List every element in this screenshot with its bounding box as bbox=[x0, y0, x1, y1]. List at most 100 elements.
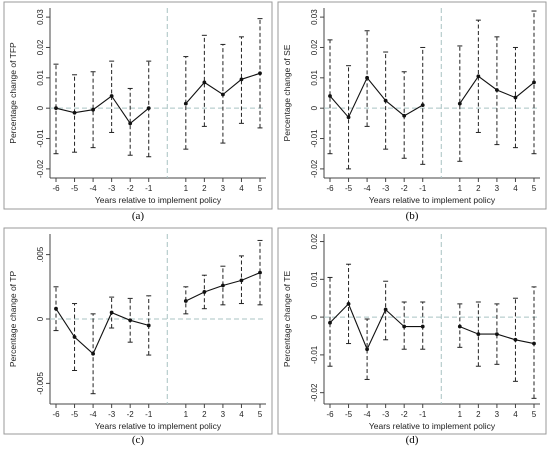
y-tick-label: 0.03 bbox=[36, 9, 45, 25]
x-tick-label: -6 bbox=[326, 184, 334, 193]
panel-frame bbox=[277, 227, 547, 435]
x-tick-label: -1 bbox=[145, 184, 153, 193]
estimate-point bbox=[383, 307, 388, 312]
x-tick-label: -5 bbox=[71, 410, 79, 419]
x-tick-label: 4 bbox=[513, 410, 518, 419]
estimate-point bbox=[72, 335, 77, 339]
estimate-point bbox=[513, 337, 518, 342]
x-tick-label: -1 bbox=[419, 410, 427, 419]
estimate-point bbox=[365, 75, 369, 80]
x-tick-label: -3 bbox=[108, 184, 116, 193]
x-tick-label: 3 bbox=[221, 184, 226, 193]
y-tick-label: 0.01 bbox=[310, 271, 319, 287]
x-tick-label: 1 bbox=[184, 410, 189, 419]
estimate-point bbox=[420, 103, 425, 108]
estimate-point bbox=[495, 332, 499, 337]
y-tick-label: 0.02 bbox=[310, 233, 319, 249]
estimate-point bbox=[513, 95, 518, 100]
chart-panel: -0.02 -0.01 0 0.01 0.02 0.03 Percentage change… bbox=[3, 1, 273, 210]
estimate-point bbox=[54, 306, 58, 311]
chart-panel: -0.005 0 .005 Percentage change of TP -6 -5 -4… bbox=[3, 227, 273, 435]
x-tick-label: -2 bbox=[401, 410, 409, 419]
y-axis-label: Percentage change of SE bbox=[282, 44, 292, 141]
x-tick-label: -4 bbox=[90, 410, 98, 419]
x-tick-label: -6 bbox=[52, 410, 60, 419]
panel-label: (b) bbox=[406, 210, 419, 222]
estimate-point bbox=[91, 351, 95, 356]
estimate-point bbox=[183, 101, 188, 106]
panel-label: (c) bbox=[132, 434, 145, 446]
x-tick-label: -4 bbox=[90, 184, 98, 193]
y-axis-label: Percentage change of TE bbox=[282, 271, 292, 368]
y-tick-label: -0.02 bbox=[36, 159, 45, 178]
x-axis-label: Years relative to implement policy bbox=[369, 421, 496, 431]
x-tick-label: -3 bbox=[382, 184, 390, 193]
estimate-point bbox=[146, 323, 151, 328]
y-tick-label: 0 bbox=[36, 316, 45, 321]
estimate-point bbox=[221, 283, 225, 288]
x-tick-label: -4 bbox=[364, 184, 372, 193]
estimate-point bbox=[365, 347, 369, 352]
panel-frame bbox=[3, 227, 273, 435]
y-tick-label: -0.01 bbox=[310, 129, 319, 148]
y-tick-label: -0.02 bbox=[310, 159, 319, 178]
y-tick-label: -0.02 bbox=[310, 383, 319, 402]
estimate-point bbox=[476, 332, 481, 337]
x-axis-label: Years relative to implement policy bbox=[369, 195, 496, 205]
x-tick-label: -6 bbox=[52, 184, 60, 193]
estimate-point bbox=[202, 80, 207, 85]
chart-panel: -0.02 -0.01 0 0.01 0.02 Percentage change of … bbox=[277, 227, 547, 435]
x-tick-label: 3 bbox=[495, 184, 500, 193]
x-tick-label: 2 bbox=[476, 184, 481, 193]
estimate-point bbox=[202, 290, 207, 294]
y-tick-label: 0.02 bbox=[36, 39, 45, 55]
estimate-point bbox=[221, 92, 225, 97]
estimate-point bbox=[402, 113, 407, 118]
x-tick-label: 1 bbox=[458, 184, 463, 193]
x-tick-label: -2 bbox=[127, 184, 135, 193]
x-tick-label: 1 bbox=[458, 410, 463, 419]
estimate-point bbox=[328, 94, 332, 98]
x-axis-label: Years relative to implement policy bbox=[95, 195, 222, 205]
x-tick-label: -5 bbox=[71, 184, 79, 193]
x-tick-label: 3 bbox=[221, 410, 226, 419]
estimate-point bbox=[258, 71, 262, 76]
estimate-point bbox=[495, 88, 499, 92]
x-tick-label: 5 bbox=[258, 184, 263, 193]
x-tick-label: 2 bbox=[202, 410, 207, 419]
estimate-point bbox=[128, 121, 133, 126]
x-tick-label: 2 bbox=[476, 410, 481, 419]
y-tick-label: -0.005 bbox=[36, 372, 45, 395]
y-tick-label: -0.01 bbox=[310, 345, 319, 364]
y-tick-label: 0 bbox=[36, 105, 45, 110]
x-tick-label: 4 bbox=[239, 410, 244, 419]
estimate-line-pre bbox=[55, 308, 149, 355]
estimate-point bbox=[109, 94, 114, 98]
estimate-point bbox=[128, 318, 133, 323]
estimate-point bbox=[54, 106, 58, 111]
x-tick-label: 4 bbox=[513, 184, 518, 193]
estimate-point bbox=[457, 324, 462, 329]
estimate-point bbox=[183, 299, 188, 303]
estimate-line-pre bbox=[55, 95, 150, 125]
y-tick-label: .005 bbox=[36, 246, 45, 262]
x-tick-label: 5 bbox=[532, 410, 537, 419]
x-tick-label: -4 bbox=[364, 410, 372, 419]
y-tick-label: 0.02 bbox=[310, 39, 319, 55]
x-tick-label: -5 bbox=[345, 410, 353, 419]
y-axis-label: Percentage change of TP bbox=[8, 271, 18, 368]
estimate-point bbox=[328, 320, 332, 325]
estimate-point bbox=[383, 98, 388, 103]
x-tick-label: -3 bbox=[108, 410, 116, 419]
estimate-point bbox=[532, 80, 536, 85]
estimate-point bbox=[420, 324, 425, 329]
estimate-point bbox=[346, 115, 351, 120]
y-tick-label: 0 bbox=[310, 314, 319, 319]
x-tick-label: -1 bbox=[145, 410, 153, 419]
x-tick-label: -2 bbox=[401, 184, 409, 193]
panel-label: (a) bbox=[132, 210, 145, 222]
x-tick-label: -2 bbox=[127, 410, 135, 419]
x-tick-label: 3 bbox=[495, 410, 500, 419]
estimate-point bbox=[346, 301, 351, 306]
